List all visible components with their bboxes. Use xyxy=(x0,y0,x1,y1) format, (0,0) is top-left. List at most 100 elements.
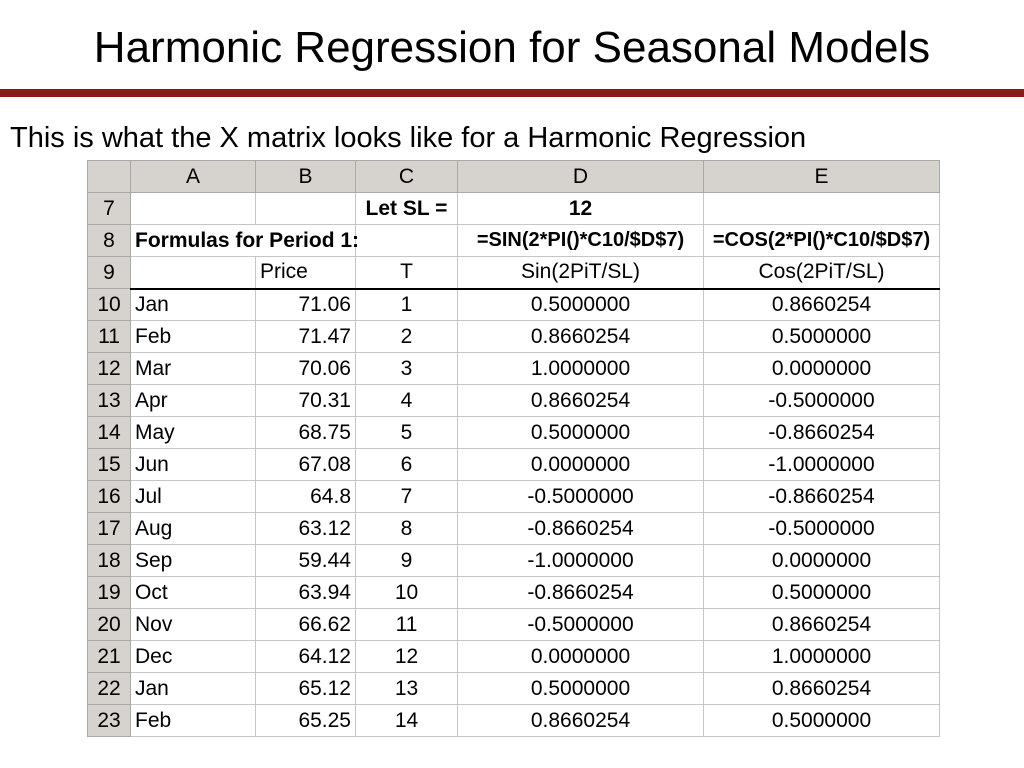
row-header[interactable]: 9 xyxy=(87,256,131,289)
sin-cell[interactable]: -0.8660254 xyxy=(457,576,704,609)
cos-cell[interactable]: -0.5000000 xyxy=(703,384,940,417)
t-cell[interactable]: 6 xyxy=(355,448,458,481)
sin-cell[interactable]: 0.0000000 xyxy=(457,640,704,673)
select-all-corner[interactable] xyxy=(87,160,131,193)
sin-cell[interactable]: 0.5000000 xyxy=(457,288,704,321)
t-cell[interactable]: 2 xyxy=(355,320,458,353)
cell-d7[interactable]: 12 xyxy=(457,192,704,225)
cell-c8[interactable] xyxy=(355,224,458,257)
cos-cell[interactable]: -0.8660254 xyxy=(703,416,940,449)
sin-cell[interactable]: -1.0000000 xyxy=(457,544,704,577)
month-cell[interactable]: Jan xyxy=(130,288,256,321)
row-header[interactable]: 23 xyxy=(87,704,131,737)
sin-cell[interactable]: 0.8660254 xyxy=(457,704,704,737)
t-cell[interactable]: 12 xyxy=(355,640,458,673)
cell-e8[interactable]: =COS(2*PI()*C10/$D$7) xyxy=(703,224,940,257)
cos-cell[interactable]: -0.8660254 xyxy=(703,480,940,513)
t-cell[interactable]: 8 xyxy=(355,512,458,545)
cell-d9[interactable]: Sin(2PiT/SL) xyxy=(457,256,704,290)
sin-cell[interactable]: 0.5000000 xyxy=(457,672,704,705)
month-cell[interactable]: Feb xyxy=(130,320,256,353)
t-cell[interactable]: 10 xyxy=(355,576,458,609)
sin-cell[interactable]: 0.8660254 xyxy=(457,320,704,353)
t-cell[interactable]: 4 xyxy=(355,384,458,417)
t-cell[interactable]: 7 xyxy=(355,480,458,513)
t-cell[interactable]: 5 xyxy=(355,416,458,449)
t-cell[interactable]: 13 xyxy=(355,672,458,705)
cell-e9[interactable]: Cos(2PiT/SL) xyxy=(703,256,940,290)
month-cell[interactable]: Jan xyxy=(130,672,256,705)
month-cell[interactable]: Jul xyxy=(130,480,256,513)
cos-cell[interactable]: 0.8660254 xyxy=(703,288,940,321)
cell-b9[interactable]: Price xyxy=(255,256,356,290)
t-cell[interactable]: 1 xyxy=(355,288,458,321)
cell-e7[interactable] xyxy=(703,192,940,225)
month-cell[interactable]: Mar xyxy=(130,352,256,385)
cos-cell[interactable]: 0.0000000 xyxy=(703,352,940,385)
row-header[interactable]: 8 xyxy=(87,224,131,257)
row-header[interactable]: 11 xyxy=(87,320,131,353)
price-cell[interactable]: 65.25 xyxy=(255,704,356,737)
cos-cell[interactable]: 0.5000000 xyxy=(703,576,940,609)
cos-cell[interactable]: 0.8660254 xyxy=(703,672,940,705)
t-cell[interactable]: 9 xyxy=(355,544,458,577)
row-header[interactable]: 17 xyxy=(87,512,131,545)
month-cell[interactable]: Jun xyxy=(130,448,256,481)
price-cell[interactable]: 70.31 xyxy=(255,384,356,417)
t-cell[interactable]: 3 xyxy=(355,352,458,385)
row-header[interactable]: 16 xyxy=(87,480,131,513)
cos-cell[interactable]: 0.0000000 xyxy=(703,544,940,577)
cell-c9[interactable]: T xyxy=(355,256,458,290)
sin-cell[interactable]: -0.8660254 xyxy=(457,512,704,545)
column-header-e[interactable]: E xyxy=(703,160,940,193)
cos-cell[interactable]: 0.8660254 xyxy=(703,608,940,641)
cos-cell[interactable]: 1.0000000 xyxy=(703,640,940,673)
row-header[interactable]: 21 xyxy=(87,640,131,673)
price-cell[interactable]: 63.94 xyxy=(255,576,356,609)
cell-a8[interactable]: Formulas for Period 1: xyxy=(130,224,359,257)
sin-cell[interactable]: -0.5000000 xyxy=(457,480,704,513)
column-header-b[interactable]: B xyxy=(255,160,356,193)
row-header[interactable]: 12 xyxy=(87,352,131,385)
cos-cell[interactable]: -0.5000000 xyxy=(703,512,940,545)
price-cell[interactable]: 65.12 xyxy=(255,672,356,705)
month-cell[interactable]: May xyxy=(130,416,256,449)
cos-cell[interactable]: 0.5000000 xyxy=(703,320,940,353)
cos-cell[interactable]: 0.5000000 xyxy=(703,704,940,737)
month-cell[interactable]: Aug xyxy=(130,512,256,545)
row-header[interactable]: 18 xyxy=(87,544,131,577)
column-header-a[interactable]: A xyxy=(130,160,256,193)
sin-cell[interactable]: 0.5000000 xyxy=(457,416,704,449)
sin-cell[interactable]: 0.8660254 xyxy=(457,384,704,417)
row-header[interactable]: 20 xyxy=(87,608,131,641)
price-cell[interactable]: 67.08 xyxy=(255,448,356,481)
price-cell[interactable]: 71.06 xyxy=(255,288,356,321)
t-cell[interactable]: 14 xyxy=(355,704,458,737)
cell-d8[interactable]: =SIN(2*PI()*C10/$D$7) xyxy=(457,224,704,257)
sin-cell[interactable]: 1.0000000 xyxy=(457,352,704,385)
row-header[interactable]: 7 xyxy=(87,192,131,225)
price-cell[interactable]: 70.06 xyxy=(255,352,356,385)
column-header-d[interactable]: D xyxy=(457,160,704,193)
month-cell[interactable]: Nov xyxy=(130,608,256,641)
row-header[interactable]: 13 xyxy=(87,384,131,417)
row-header[interactable]: 10 xyxy=(87,288,131,321)
price-cell[interactable]: 64.8 xyxy=(255,480,356,513)
cell-c7[interactable]: Let SL = xyxy=(355,192,458,225)
month-cell[interactable]: Sep xyxy=(130,544,256,577)
price-cell[interactable]: 68.75 xyxy=(255,416,356,449)
price-cell[interactable]: 64.12 xyxy=(255,640,356,673)
sin-cell[interactable]: 0.0000000 xyxy=(457,448,704,481)
cell-a9[interactable] xyxy=(130,256,256,290)
row-header[interactable]: 14 xyxy=(87,416,131,449)
price-cell[interactable]: 59.44 xyxy=(255,544,356,577)
month-cell[interactable]: Feb xyxy=(130,704,256,737)
price-cell[interactable]: 63.12 xyxy=(255,512,356,545)
column-header-c[interactable]: C xyxy=(355,160,458,193)
sin-cell[interactable]: -0.5000000 xyxy=(457,608,704,641)
price-cell[interactable]: 71.47 xyxy=(255,320,356,353)
t-cell[interactable]: 11 xyxy=(355,608,458,641)
cell-b7[interactable] xyxy=(255,192,356,225)
month-cell[interactable]: Dec xyxy=(130,640,256,673)
row-header[interactable]: 22 xyxy=(87,672,131,705)
